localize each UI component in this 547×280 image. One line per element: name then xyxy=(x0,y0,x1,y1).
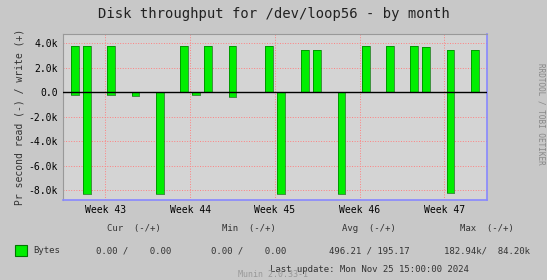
Text: Cur  (-/+): Cur (-/+) xyxy=(107,224,161,233)
Text: 0.00 /    0.00: 0.00 / 0.00 xyxy=(211,246,287,255)
Text: 496.21 / 195.17: 496.21 / 195.17 xyxy=(329,246,410,255)
Text: Disk throughput for /dev/loop56 - by month: Disk throughput for /dev/loop56 - by mon… xyxy=(97,7,450,21)
Text: Max  (-/+): Max (-/+) xyxy=(460,224,514,233)
Text: Bytes: Bytes xyxy=(33,246,60,255)
Text: Min  (-/+): Min (-/+) xyxy=(222,224,276,233)
Text: 182.94k/  84.20k: 182.94k/ 84.20k xyxy=(444,246,530,255)
Text: RRDTOOL / TOBI OETIKER: RRDTOOL / TOBI OETIKER xyxy=(537,62,546,164)
Y-axis label: Pr second read (-) / write (+): Pr second read (-) / write (+) xyxy=(15,29,25,205)
Text: Last update: Mon Nov 25 15:00:00 2024: Last update: Mon Nov 25 15:00:00 2024 xyxy=(270,265,469,274)
Text: Munin 2.0.33-1: Munin 2.0.33-1 xyxy=(238,270,309,279)
Text: Avg  (-/+): Avg (-/+) xyxy=(342,224,396,233)
Text: 0.00 /    0.00: 0.00 / 0.00 xyxy=(96,246,172,255)
